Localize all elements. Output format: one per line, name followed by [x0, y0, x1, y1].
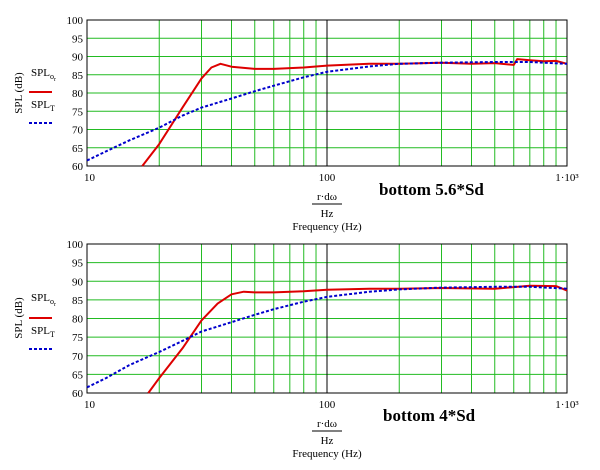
- x-axis-label-1: Frequency (Hz): [292, 221, 362, 233]
- series-line-spl-t: [86, 61, 568, 162]
- x-tick-label: 10: [84, 172, 96, 184]
- y-tick-label: 65: [72, 143, 84, 155]
- x-axis-label-num-1: r·dω: [317, 191, 337, 203]
- legend-entry-1-b: SPLT: [31, 99, 55, 113]
- series-lines-1: [86, 58, 568, 167]
- series-line-spl-o-r: [141, 58, 568, 167]
- x-tick-labels-2: 10 100 1·10³: [84, 399, 579, 411]
- y-tick-label: 90: [72, 52, 84, 64]
- legend-entry-1-a: SPLor: [31, 67, 56, 83]
- y-tick-label: 60: [72, 388, 84, 400]
- legend-2: SPLor SPLT: [29, 292, 56, 350]
- series-lines-2: [86, 284, 568, 394]
- plot-border-1: [86, 19, 568, 167]
- y-tick-label: 85: [72, 70, 84, 82]
- y-tick-label: 95: [72, 33, 84, 45]
- y-axis-label-1: SPL (dB): [13, 72, 25, 114]
- y-tick-label: 100: [67, 15, 84, 27]
- annotation-1: bottom 5.6*Sd: [379, 180, 484, 199]
- x-tick-label: 1·10³: [555, 399, 579, 411]
- x-axis-label-den-2: Hz: [321, 435, 334, 447]
- legend-entry-2-b: SPLT: [31, 325, 55, 339]
- y-tick-labels-1: 60 65 70 75 80 85 90 95 100: [67, 15, 84, 173]
- grid-2: [87, 244, 567, 393]
- x-tick-label: 100: [319, 172, 336, 184]
- y-tick-label: 90: [72, 276, 84, 288]
- y-tick-label: 70: [72, 351, 84, 363]
- y-tick-label: 60: [72, 161, 84, 173]
- x-tick-labels-1: 10 100 1·10³: [84, 172, 579, 184]
- x-tick-label: 10: [84, 399, 96, 411]
- y-tick-label: 75: [72, 106, 84, 118]
- plot-border-2: [86, 243, 568, 394]
- x-tick-label: 100: [319, 399, 336, 411]
- annotation-2: bottom 4*Sd: [383, 406, 476, 425]
- x-axis-label-2: Frequency (Hz): [292, 448, 362, 460]
- y-tick-label: 65: [72, 369, 84, 381]
- y-tick-labels-2: 60 65 70 75 80 85 90 95 100: [67, 239, 84, 400]
- grid-1: [87, 20, 567, 166]
- y-tick-label: 70: [72, 125, 84, 137]
- x-tick-label: 1·10³: [555, 172, 579, 184]
- legend-entry-2-a: SPLor: [31, 292, 56, 308]
- y-tick-label: 80: [72, 88, 84, 100]
- y-tick-label: 80: [72, 314, 84, 326]
- y-tick-label: 75: [72, 332, 84, 344]
- x-axis-label-den-1: Hz: [321, 208, 334, 220]
- series-line-spl-o-r: [147, 284, 568, 394]
- y-tick-label: 85: [72, 295, 84, 307]
- y-tick-label: 95: [72, 258, 84, 270]
- series-line-spl-t: [86, 285, 568, 389]
- legend-1: SPLor SPLT: [29, 67, 56, 124]
- y-tick-label: 100: [67, 239, 84, 251]
- y-axis-label-2: SPL (dB): [13, 297, 25, 339]
- x-axis-label-num-2: r·dω: [317, 418, 337, 430]
